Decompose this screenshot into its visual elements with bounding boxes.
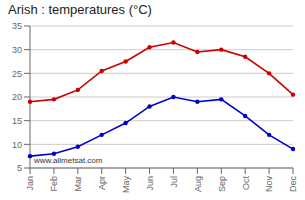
svg-text:Sep: Sep — [217, 176, 227, 192]
svg-text:Jun: Jun — [145, 176, 155, 191]
svg-text:5: 5 — [17, 163, 22, 173]
svg-text:Apr: Apr — [97, 176, 107, 190]
svg-text:35: 35 — [12, 21, 22, 31]
svg-text:Jul: Jul — [169, 176, 179, 188]
svg-text:30: 30 — [12, 45, 22, 55]
html-text:www.allmetsat.com: www.allmetsat.com — [34, 156, 103, 165]
svg-text:25: 25 — [12, 69, 22, 79]
svg-text:Jan: Jan — [25, 176, 35, 191]
svg-text:May: May — [121, 176, 131, 194]
svg-text:Mar: Mar — [73, 176, 83, 192]
svg-text:15: 15 — [12, 116, 22, 126]
svg-text:Oct: Oct — [241, 176, 251, 191]
html-text:Arish : temperatures (°C): Arish : temperatures (°C) — [8, 2, 152, 17]
svg-text:Nov: Nov — [264, 176, 274, 193]
svg-text:Dec: Dec — [288, 176, 297, 193]
svg-text:10: 10 — [12, 140, 22, 150]
svg-text:Feb: Feb — [49, 176, 59, 192]
svg-text:20: 20 — [12, 92, 22, 102]
svg-text:Aug: Aug — [193, 176, 203, 192]
